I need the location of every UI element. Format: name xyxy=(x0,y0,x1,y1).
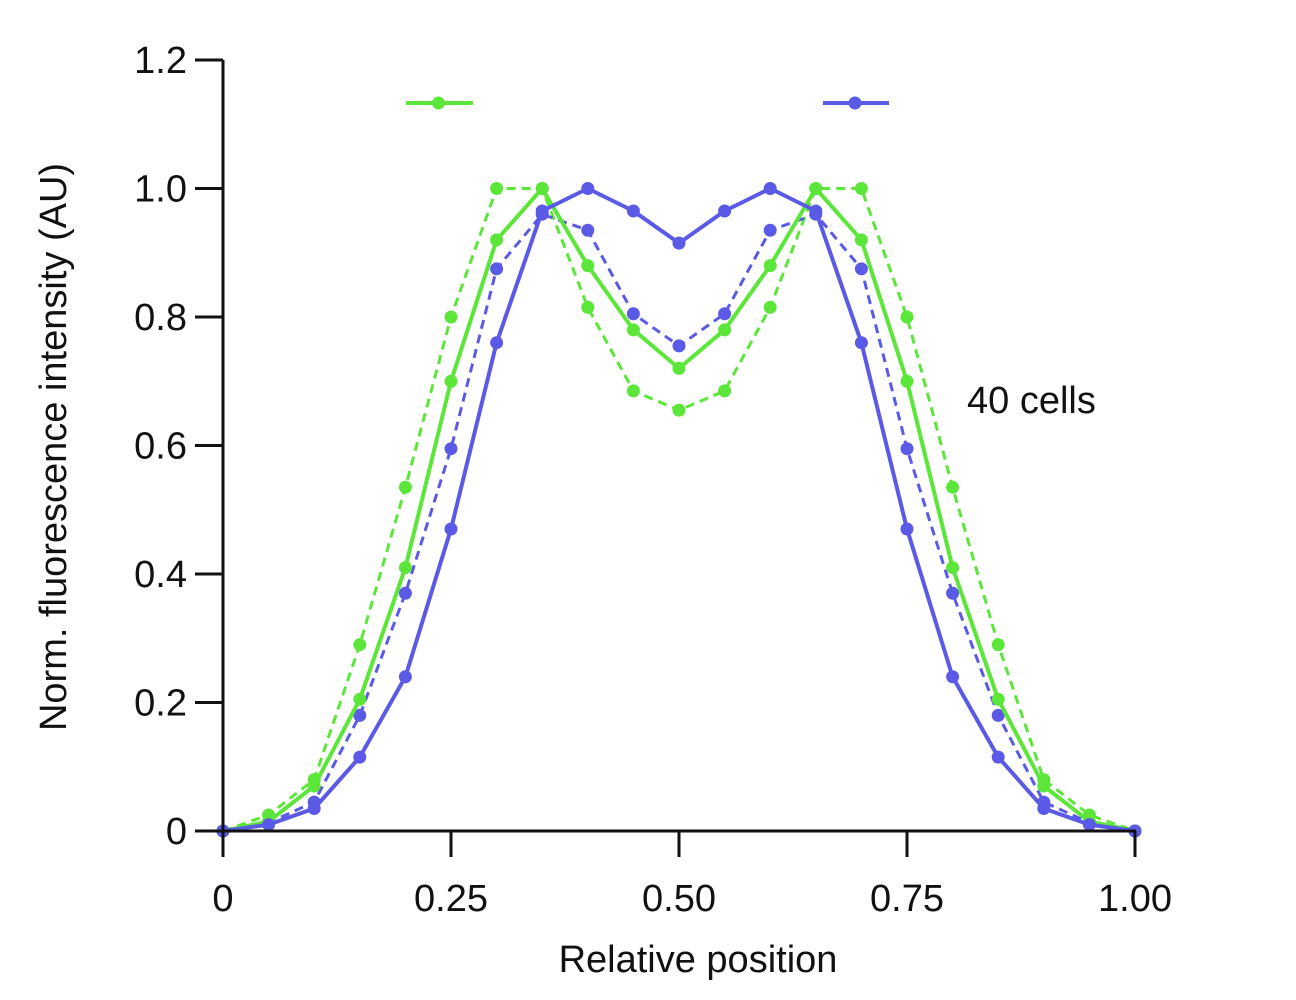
data-point-green-dashed xyxy=(991,638,1005,652)
legend-entry xyxy=(406,96,473,110)
data-point-green-solid xyxy=(672,361,686,375)
y-axis-title: Norm. fluorescence intensity (AU) xyxy=(33,163,75,731)
data-point-green-solid xyxy=(444,374,458,388)
series-line-green-solid xyxy=(222,186,1136,833)
data-point-green-dashed xyxy=(946,480,960,494)
cell-count-annotation: 40 cells xyxy=(967,380,1096,422)
data-point-green-dashed xyxy=(718,384,732,398)
y-tick-label: 0.8 xyxy=(134,297,187,339)
data-point-green-solid xyxy=(581,259,595,273)
data-point-blue-dashed xyxy=(581,223,595,237)
series-green-solid xyxy=(216,182,1142,838)
data-point-blue-solid xyxy=(946,670,960,684)
data-point-green-solid xyxy=(307,779,321,793)
data-point-blue-dashed xyxy=(398,586,412,600)
legend xyxy=(406,96,889,110)
legend-entry xyxy=(823,96,889,110)
data-point-blue-solid xyxy=(1082,818,1096,832)
data-point-green-dashed xyxy=(581,300,595,314)
x-tick-label: 0 xyxy=(212,878,233,920)
data-point-blue-dashed xyxy=(444,442,458,456)
data-point-green-solid xyxy=(991,692,1005,706)
y-tick-label: 0 xyxy=(166,811,187,853)
data-point-green-solid xyxy=(626,323,640,337)
data-point-blue-solid xyxy=(672,236,686,250)
series-line-green-dashed xyxy=(222,187,1136,833)
data-point-green-solid xyxy=(535,182,549,195)
data-point-blue-solid xyxy=(307,802,321,816)
data-point-blue-dashed xyxy=(900,442,914,456)
series-line-blue-dashed xyxy=(222,212,1136,833)
series-green-dashed xyxy=(216,182,1142,838)
y-tick-label: 1.0 xyxy=(134,169,187,211)
legend-marker xyxy=(432,96,445,110)
data-point-blue-solid xyxy=(1037,802,1051,816)
data-point-blue-solid xyxy=(535,204,549,218)
data-point-blue-solid xyxy=(490,336,504,350)
data-point-green-solid xyxy=(398,561,412,575)
data-point-green-dashed xyxy=(763,300,777,314)
data-point-green-solid xyxy=(809,182,823,195)
data-point-blue-solid xyxy=(444,522,458,536)
data-point-green-dashed xyxy=(398,480,412,494)
data-point-blue-solid xyxy=(991,750,1005,764)
data-point-blue-solid xyxy=(854,336,868,350)
data-point-blue-solid xyxy=(353,750,367,764)
y-tick-label: 1.2 xyxy=(134,40,187,82)
ticks: 0 0.25 0.50 0.75 1.00 0 0.2 0.4 0.6 0.8 1.0 1.2 xyxy=(134,40,1172,920)
data-point-green-dashed xyxy=(490,182,504,195)
data-point-blue-dashed xyxy=(991,708,1005,722)
data-point-blue-dashed xyxy=(946,586,960,600)
data-point-blue-dashed xyxy=(672,339,686,353)
x-tick-label: 0.50 xyxy=(642,878,716,920)
data-point-green-dashed xyxy=(353,638,367,652)
x-axis-title: Relative position xyxy=(559,939,838,981)
x-tick-label: 0.25 xyxy=(414,878,488,920)
data-point-green-solid xyxy=(763,259,777,273)
data-point-green-solid xyxy=(946,561,960,575)
data-point-blue-solid xyxy=(398,670,412,684)
y-tick-label: 0.2 xyxy=(134,683,187,725)
data-point-blue-solid xyxy=(262,818,276,832)
series-line-blue-solid xyxy=(222,186,1136,833)
data-point-blue-solid xyxy=(718,204,732,218)
data-point-blue-solid xyxy=(763,182,777,195)
y-tick-label: 0.6 xyxy=(134,426,187,468)
x-tick-label: 0.75 xyxy=(870,878,944,920)
data-point-blue-dashed xyxy=(718,307,732,321)
data-point-green-solid xyxy=(353,692,367,706)
data-point-blue-solid xyxy=(626,204,640,218)
data-point-blue-solid xyxy=(900,522,914,536)
y-tick-label: 0.4 xyxy=(134,554,187,596)
series-blue-solid xyxy=(216,182,1142,838)
data-point-blue-dashed xyxy=(353,708,367,722)
data-point-green-dashed xyxy=(444,310,458,324)
data-point-blue-dashed xyxy=(626,307,640,321)
data-point-green-dashed xyxy=(626,384,640,398)
data-point-blue-solid xyxy=(581,182,595,195)
x-tick-label: 1.00 xyxy=(1098,878,1172,920)
data-point-blue-dashed xyxy=(763,223,777,237)
data-point-green-solid xyxy=(718,323,732,337)
legend-marker xyxy=(848,96,862,110)
data-point-green-dashed xyxy=(900,310,914,324)
data-point-green-solid xyxy=(900,374,914,388)
data-point-blue-solid xyxy=(809,204,823,218)
series-layer xyxy=(216,182,1142,838)
data-point-blue-dashed xyxy=(854,262,868,276)
data-point-green-solid xyxy=(490,233,504,247)
data-point-green-solid xyxy=(1037,779,1051,793)
data-point-blue-dashed xyxy=(490,262,504,276)
data-point-green-dashed xyxy=(854,182,868,195)
data-point-green-dashed xyxy=(672,403,686,417)
series-blue-dashed xyxy=(216,207,1142,838)
data-point-green-solid xyxy=(854,233,868,247)
